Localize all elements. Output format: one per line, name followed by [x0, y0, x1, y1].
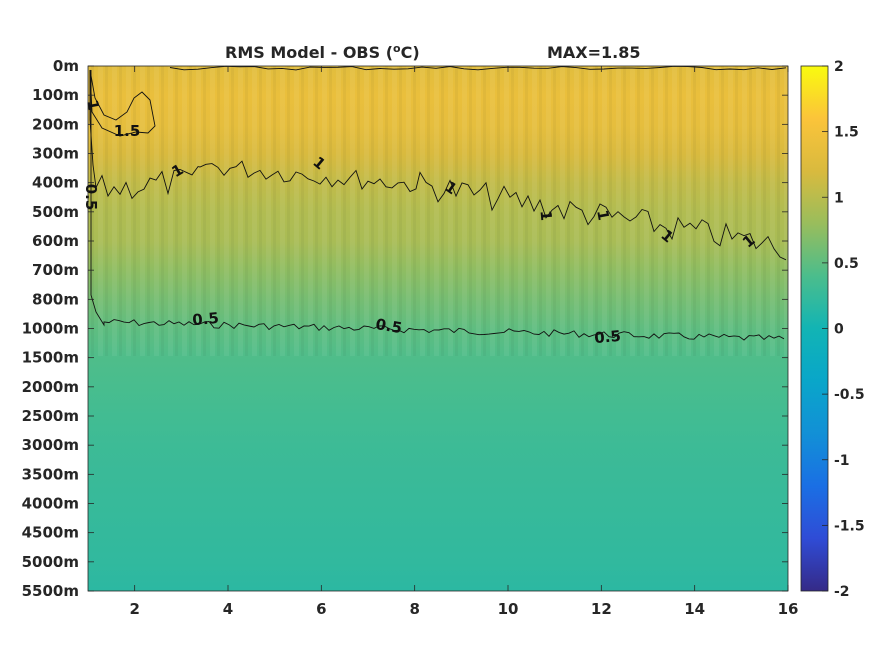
- contour-1-5: [89, 69, 156, 137]
- x-tick-label: 8: [409, 600, 419, 618]
- x-tick-label: 6: [316, 600, 326, 618]
- colorbar-tick-label: 0: [834, 322, 844, 338]
- contour-lines: [89, 65, 787, 341]
- y-tick-label: 300m: [32, 145, 79, 163]
- plot-border: [87, 65, 789, 592]
- colorbar-tick-label: 0.5: [834, 256, 859, 272]
- contour-surface: [169, 65, 787, 71]
- colorbar-tick-label: 2: [834, 59, 844, 75]
- contour-label: 0.5: [82, 184, 100, 211]
- x-tick-label: 12: [591, 600, 612, 618]
- colorbar-tick-label: -1: [834, 453, 850, 469]
- x-tick-label: 10: [498, 600, 519, 618]
- title-main: RMS Model - OBS (: [225, 43, 393, 62]
- y-axis-ticks: 0m 100m 200m 300m 400m 500m 600m 700m 800m 1000m 1…: [22, 57, 788, 600]
- y-tick-label: 5000m: [22, 553, 79, 571]
- contour-label: 0.5: [374, 315, 403, 337]
- y-tick-label: 500m: [32, 203, 79, 221]
- y-tick-label: 3000m: [22, 436, 79, 454]
- y-tick-label: 100m: [32, 86, 79, 104]
- y-tick-label: 700m: [32, 261, 79, 279]
- contour-label: 0.5: [594, 327, 622, 347]
- plot-area: 1.511 111 11 10.50.5 0.5 0.5 0m100m200m300m40…: [22, 57, 799, 618]
- colorbar-tick-label: 1.5: [834, 125, 859, 141]
- y-tick-label: 0m: [53, 57, 79, 75]
- contour-label: 1: [593, 208, 613, 221]
- colorbar-tick-label: -1.5: [834, 518, 865, 534]
- heatmap-texture: [88, 66, 788, 356]
- contour-0-5: [90, 70, 785, 341]
- y-tick-label: 4500m: [22, 524, 79, 542]
- y-tick-label: 1000m: [22, 320, 79, 338]
- y-tick-label: 3500m: [22, 465, 79, 483]
- colorbar-tick-label: -2: [834, 584, 850, 600]
- y-tick-label: 2000m: [22, 378, 79, 396]
- y-tick-label: 1500m: [22, 349, 79, 367]
- y-tick-label: 2500m: [22, 407, 79, 425]
- contour-label: 1.5: [114, 122, 141, 140]
- contour-1: [89, 70, 787, 261]
- colorbar-tick-label: 1: [834, 190, 844, 206]
- y-tick-label: 4000m: [22, 495, 79, 513]
- y-tick-label: 5500m: [22, 582, 79, 600]
- contour-label: 1: [537, 210, 556, 222]
- colorbar-tick-label: -0.5: [834, 387, 865, 403]
- x-tick-label: 2: [129, 600, 139, 618]
- contour-label: 0.5: [192, 309, 220, 329]
- colorbar-ticks: 2 1.5 1 0.5 0 -0.5 -1 -1.5 -2: [822, 59, 865, 600]
- colorbar: 2 1.5 1 0.5 0 -0.5 -1 -1.5 -2: [800, 59, 865, 600]
- x-tick-label: 4: [223, 600, 233, 618]
- y-tick-label: 600m: [32, 232, 79, 250]
- title-unit: C): [401, 43, 420, 62]
- title-degree: o: [393, 42, 401, 55]
- y-tick-label: 200m: [32, 115, 79, 133]
- y-tick-label: 400m: [32, 174, 79, 192]
- chart-title: RMS Model - OBS (oC): [225, 42, 420, 63]
- max-annotation: MAX=1.85: [547, 43, 641, 62]
- x-tick-label: 16: [778, 600, 799, 618]
- x-axis-ticks: 2 4 6 8 10 12 14 16: [129, 66, 798, 618]
- x-tick-label: 14: [684, 600, 705, 618]
- y-tick-label: 800m: [32, 290, 79, 308]
